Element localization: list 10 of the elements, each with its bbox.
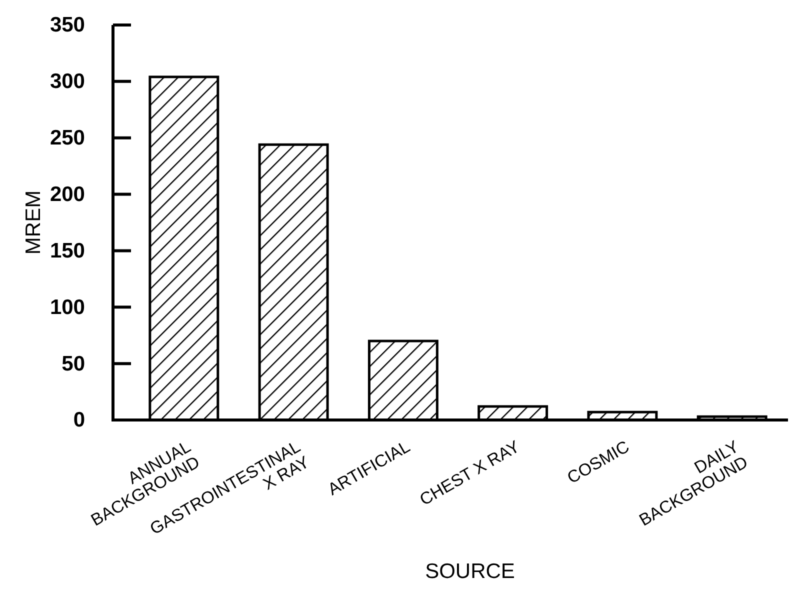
y-tick-label: 300 <box>50 70 85 94</box>
x-axis-title: SOURCE <box>425 560 515 583</box>
y-tick-label: 350 <box>50 14 85 37</box>
y-tick-label: 250 <box>50 126 85 150</box>
y-tick-label: 100 <box>50 296 85 319</box>
y-tick-label: 200 <box>50 183 85 206</box>
y-tick-label: 50 <box>62 352 85 376</box>
y-tick-label: 0 <box>73 408 85 432</box>
y-tick-label: 150 <box>50 239 85 262</box>
y-axis-title: MREM <box>22 190 45 255</box>
